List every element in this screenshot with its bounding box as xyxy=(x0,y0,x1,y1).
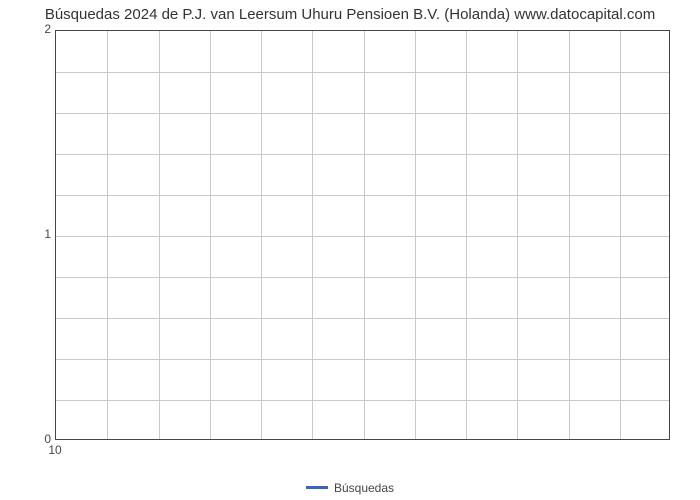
gridline-vertical xyxy=(415,31,416,439)
x-tick-label: 10 xyxy=(40,443,70,457)
gridline-vertical xyxy=(312,31,313,439)
legend: Búsquedas xyxy=(0,478,700,495)
gridline-horizontal xyxy=(56,154,669,155)
plot-area xyxy=(55,30,670,440)
gridline-horizontal xyxy=(56,359,669,360)
gridline-vertical xyxy=(261,31,262,439)
gridline-vertical xyxy=(210,31,211,439)
gridline-horizontal xyxy=(56,113,669,114)
gridline-horizontal xyxy=(56,318,669,319)
gridline-vertical xyxy=(466,31,467,439)
gridline-vertical xyxy=(569,31,570,439)
gridline-horizontal xyxy=(56,277,669,278)
gridline-vertical xyxy=(107,31,108,439)
gridline-vertical xyxy=(517,31,518,439)
legend-item: Búsquedas xyxy=(306,481,394,495)
chart-container: Búsquedas 2024 de P.J. van Leersum Uhuru… xyxy=(0,0,700,500)
legend-label: Búsquedas xyxy=(334,481,394,495)
gridline-vertical xyxy=(620,31,621,439)
legend-swatch xyxy=(306,486,328,489)
gridline-horizontal xyxy=(56,72,669,73)
chart-title: Búsquedas 2024 de P.J. van Leersum Uhuru… xyxy=(0,6,700,23)
gridline-vertical xyxy=(364,31,365,439)
gridline-horizontal xyxy=(56,400,669,401)
gridline-vertical xyxy=(159,31,160,439)
y-tick-label: 2 xyxy=(21,22,51,36)
gridline-horizontal xyxy=(56,195,669,196)
y-tick-label: 1 xyxy=(21,227,51,241)
gridline-horizontal xyxy=(56,236,669,237)
